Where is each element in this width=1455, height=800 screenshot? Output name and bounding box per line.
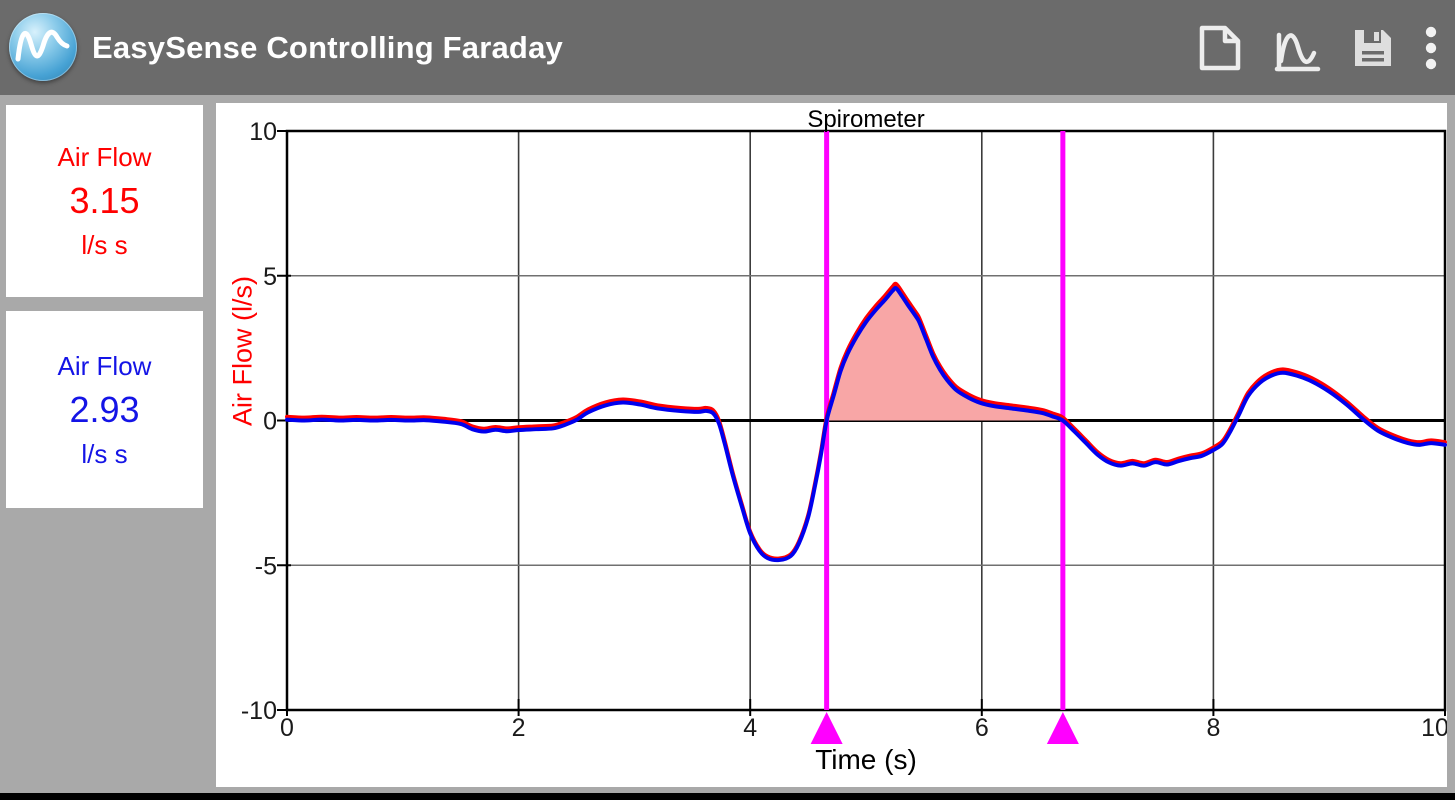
y-tick-label: -5 <box>255 552 277 580</box>
app-title: EasySense Controlling Faraday <box>92 30 563 65</box>
overflow-menu-icon[interactable] <box>1423 23 1439 73</box>
new-file-icon[interactable] <box>1196 23 1244 73</box>
y-tick-label: 5 <box>263 263 277 291</box>
meter-label: Air Flow <box>57 142 152 172</box>
save-icon[interactable] <box>1350 25 1396 71</box>
sensor-meter-red[interactable]: Air Flow 3.15 l/s s <box>6 105 203 297</box>
y-tick-label: 0 <box>263 408 277 436</box>
new-file-glyph <box>1199 25 1241 70</box>
save-glyph <box>1355 29 1391 66</box>
x-tick-label: 8 <box>1206 714 1220 742</box>
graph-glyph <box>1274 32 1321 71</box>
bottom-nav-strip <box>0 793 1455 800</box>
overflow-menu-glyph <box>1425 26 1437 69</box>
app-bar-actions <box>1196 0 1439 95</box>
graph-icon[interactable] <box>1271 21 1323 75</box>
meter-value: 3.15 <box>69 180 140 221</box>
meter-unit: l/s s <box>81 438 128 469</box>
sensor-meter-blue[interactable]: Air Flow 2.93 l/s s <box>6 311 203 508</box>
meter-label: Air Flow <box>57 350 152 381</box>
y-tick-label: -10 <box>241 697 277 725</box>
x-tick-label: 2 <box>512 714 526 742</box>
integral-fill-area <box>826 287 1063 421</box>
app-bar: EasySense Controlling Faraday <box>0 0 1455 95</box>
y-axis-label: Air Flow (l/s) <box>227 276 258 426</box>
x-tick-label: 10 <box>1421 714 1447 742</box>
chart-title: Spirometer <box>807 106 925 133</box>
cursor-handle[interactable] <box>810 712 843 744</box>
cursor-handle[interactable] <box>1046 712 1079 744</box>
app-logo-icon <box>9 13 77 81</box>
meter-unit: l/s s <box>81 230 128 260</box>
x-tick-label: 0 <box>280 714 294 742</box>
logo-sine-wave <box>15 29 70 62</box>
x-tick-label: 4 <box>743 714 757 742</box>
spirometer-chart[interactable]: 0 2 4 6 8 10 -10 -5 0 5 10 <box>216 103 1447 787</box>
blue-trace <box>285 285 1447 563</box>
x-tick-label: 6 <box>975 714 989 742</box>
chart-panel: 0 2 4 6 8 10 -10 -5 0 5 10 Spirometer Time (s) Air… <box>216 103 1447 787</box>
y-tick-label: 10 <box>249 118 277 146</box>
x-axis-label: Time (s) <box>815 744 917 775</box>
meter-value: 2.93 <box>69 388 140 430</box>
